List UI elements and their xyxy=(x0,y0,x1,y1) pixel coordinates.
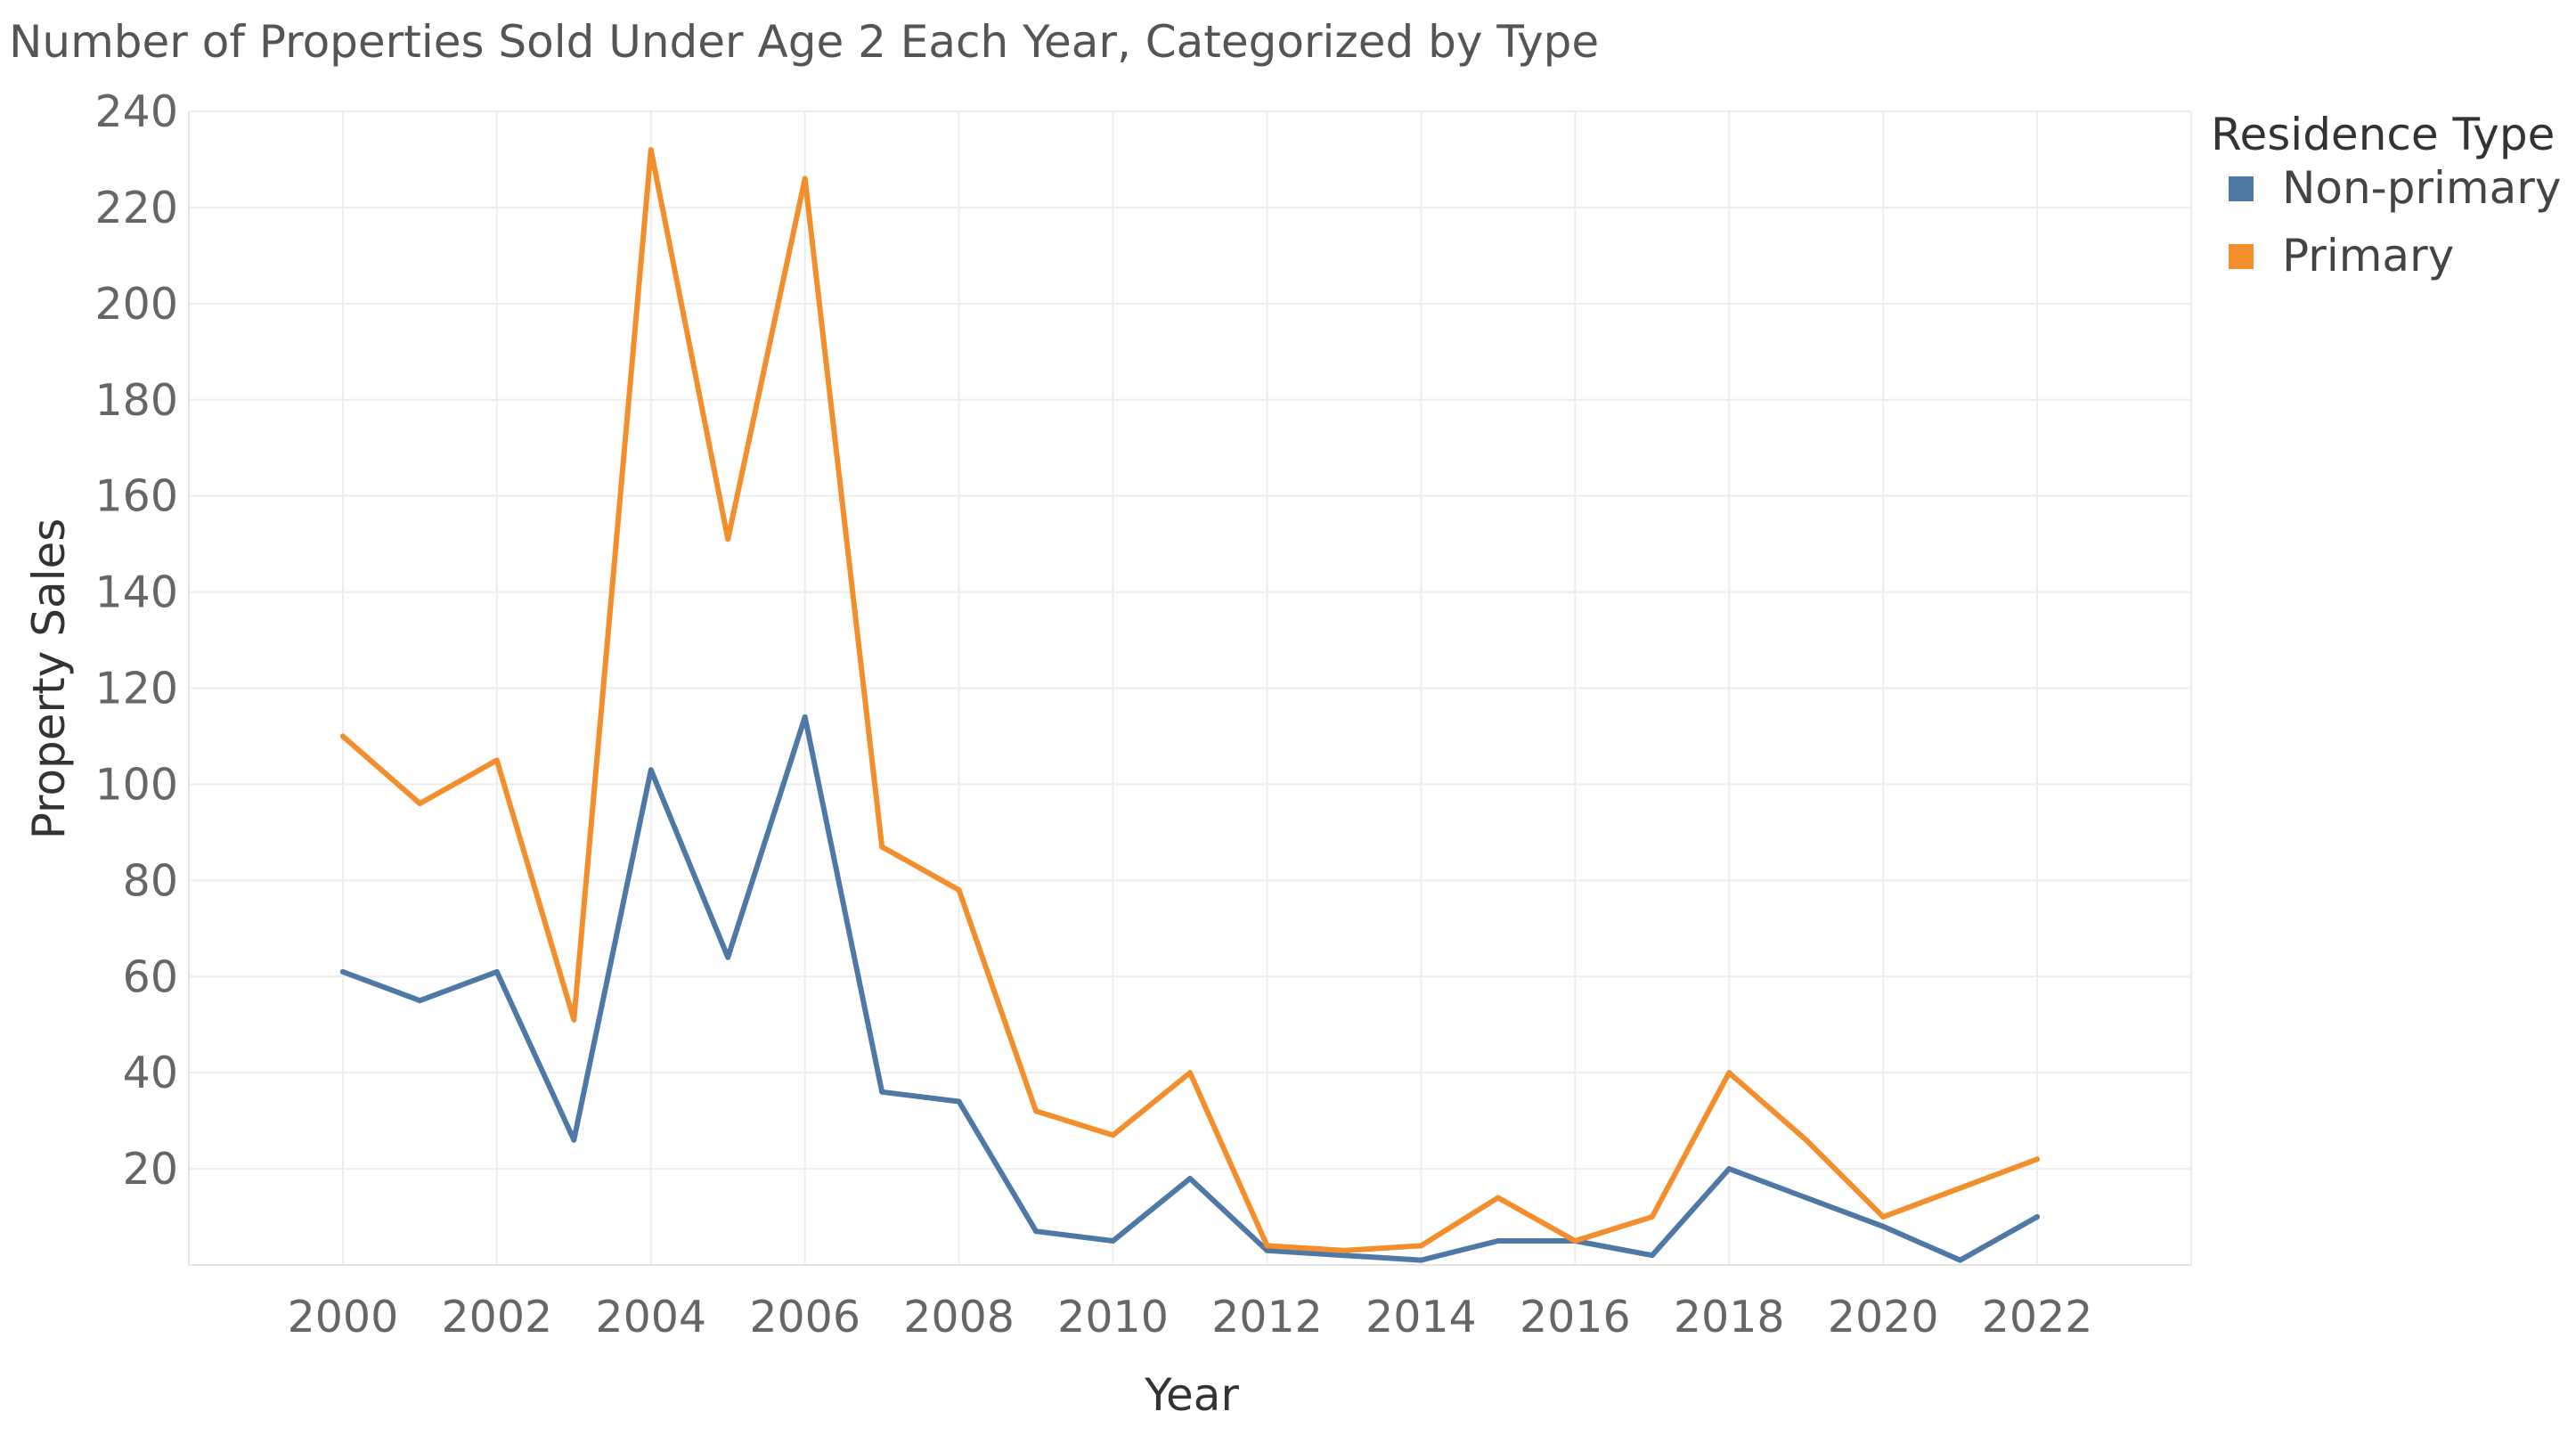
data-point xyxy=(1726,1166,1732,1172)
y-tick-label: 20 xyxy=(123,1144,178,1195)
y-tick-label: 160 xyxy=(94,471,178,522)
data-point xyxy=(1264,1243,1270,1249)
legend-items: Non-primary Primary xyxy=(2229,162,2561,281)
data-point xyxy=(2034,1214,2041,1220)
data-point xyxy=(1187,1070,1193,1076)
y-axis-title: Property Sales xyxy=(23,518,75,840)
data-point xyxy=(2034,1156,2041,1163)
x-tick-label: 2006 xyxy=(749,1292,860,1342)
legend-title: Residence Type xyxy=(2211,109,2555,160)
data-point xyxy=(1649,1252,1655,1259)
data-point xyxy=(571,1016,577,1023)
data-point xyxy=(1110,1132,1116,1138)
data-point xyxy=(879,844,885,850)
axes xyxy=(188,111,2192,1266)
data-point xyxy=(1803,1137,1809,1143)
data-point xyxy=(1957,1257,1963,1263)
data-point xyxy=(1957,1185,1963,1191)
y-tick-label: 100 xyxy=(94,759,178,810)
data-point xyxy=(1418,1257,1424,1263)
gridlines xyxy=(189,110,2191,1265)
data-point xyxy=(1418,1243,1424,1249)
data-point xyxy=(1880,1223,1887,1229)
y-tick-label: 60 xyxy=(123,951,178,1002)
data-point xyxy=(417,998,423,1004)
x-tick-label: 2022 xyxy=(1982,1292,2093,1342)
data-point xyxy=(571,1137,577,1143)
data-point xyxy=(1341,1247,1347,1253)
x-tick-label: 2010 xyxy=(1057,1292,1169,1342)
data-point xyxy=(1187,1175,1193,1181)
data-point xyxy=(648,767,654,773)
data-point xyxy=(879,1089,885,1095)
y-tick-label: 80 xyxy=(123,855,178,906)
y-tick-label: 200 xyxy=(94,279,178,330)
tick-labels: 20 40 60 80 100 120 140 160 180 200 220 240 2000 2002… xyxy=(94,86,2092,1342)
x-tick-label: 2000 xyxy=(288,1292,399,1342)
data-point xyxy=(1572,1238,1578,1244)
x-tick-label: 2018 xyxy=(1674,1292,1785,1342)
x-tick-label: 2016 xyxy=(1520,1292,1631,1342)
y-tick-label: 240 xyxy=(94,86,178,137)
data-point xyxy=(1110,1238,1116,1244)
data-point xyxy=(417,801,423,806)
data-point xyxy=(802,714,808,720)
y-tick-label: 180 xyxy=(94,375,178,426)
y-tick-label: 120 xyxy=(94,664,178,714)
data-point xyxy=(725,536,731,543)
x-tick-label: 2004 xyxy=(595,1292,706,1342)
data-point xyxy=(1495,1238,1501,1244)
x-axis-title: Year xyxy=(1144,1369,1239,1421)
data-point xyxy=(1495,1195,1501,1201)
data-point xyxy=(1649,1214,1655,1220)
data-point xyxy=(648,147,654,153)
y-tick-label: 140 xyxy=(94,567,178,618)
series-lines xyxy=(339,147,2041,1263)
data-point xyxy=(1033,1108,1039,1114)
data-point xyxy=(339,968,346,975)
chart-title: Number of Properties Sold Under Age 2 Ea… xyxy=(9,16,1600,68)
data-point xyxy=(1264,1247,1270,1253)
data-point xyxy=(1726,1070,1732,1076)
data-point xyxy=(956,1098,962,1105)
y-tick-label: 40 xyxy=(123,1048,178,1098)
legend: Residence Type Non-primary Primary xyxy=(2211,109,2561,281)
x-tick-label: 2008 xyxy=(903,1292,1015,1342)
x-tick-label: 2014 xyxy=(1365,1292,1477,1342)
y-tick-label: 220 xyxy=(94,183,178,233)
x-tick-label: 2002 xyxy=(441,1292,552,1342)
data-point xyxy=(493,968,500,975)
legend-swatch xyxy=(2229,176,2254,201)
data-point xyxy=(1341,1252,1347,1259)
legend-swatch xyxy=(2229,244,2254,269)
data-point xyxy=(493,757,500,763)
x-tick-label: 2020 xyxy=(1828,1292,1939,1342)
data-point xyxy=(1803,1195,1809,1201)
legend-label: Primary xyxy=(2282,230,2454,281)
data-point xyxy=(956,887,962,893)
data-point xyxy=(339,733,346,739)
data-point xyxy=(1033,1228,1039,1235)
data-point xyxy=(802,175,808,182)
series-line-primary xyxy=(339,147,2041,1253)
data-point xyxy=(1880,1214,1887,1220)
x-tick-label: 2012 xyxy=(1211,1292,1323,1342)
legend-label: Non-primary xyxy=(2282,162,2561,214)
data-point xyxy=(725,954,731,960)
